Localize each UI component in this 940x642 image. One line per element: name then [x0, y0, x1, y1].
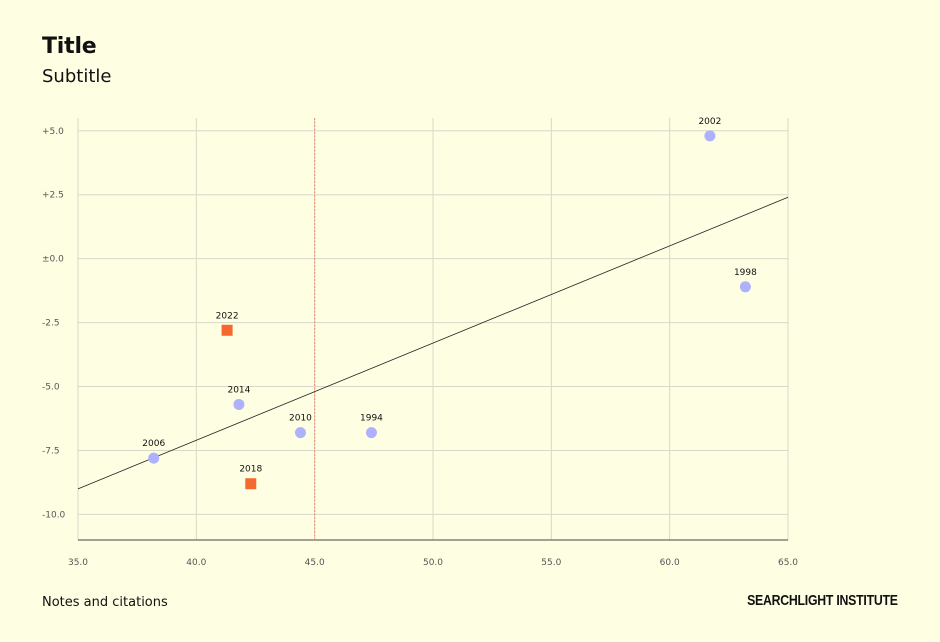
point-label: 1998 [734, 268, 757, 278]
scatter-point [704, 130, 716, 142]
y-tick-label: -10.0 [42, 510, 66, 520]
scatter-point [233, 398, 245, 410]
point-label: 2022 [216, 311, 239, 321]
chart-title: Title [42, 34, 97, 59]
y-tick-label: +5.0 [42, 127, 64, 137]
scatter-point [294, 427, 306, 439]
x-tick-label: 55.0 [541, 558, 561, 568]
x-tick-label: 60.0 [660, 558, 680, 568]
y-tick-label: -7.5 [42, 446, 60, 456]
y-tick-label: +2.5 [42, 191, 64, 201]
scatter-point [365, 427, 377, 439]
x-tick-label: 65.0 [778, 558, 798, 568]
x-tick-label: 40.0 [186, 558, 206, 568]
x-tick-label: 45.0 [305, 558, 325, 568]
x-tick-label: 35.0 [68, 558, 88, 568]
notes-and-citations: Notes and citations [42, 595, 168, 610]
scatter-point [245, 478, 257, 490]
brand-logo: SEARCHLIGHT INSTITUTE [747, 592, 898, 609]
y-tick-label: -5.0 [42, 383, 60, 393]
y-tick-label: ±0.0 [42, 255, 64, 265]
point-label: 1994 [360, 414, 383, 424]
point-label: 2006 [142, 439, 165, 449]
x-tick-label: 50.0 [423, 558, 443, 568]
point-label: 2010 [289, 414, 312, 424]
point-label: 2002 [698, 117, 721, 127]
point-label: 2014 [227, 385, 250, 395]
point-label: 2018 [239, 465, 262, 475]
scatter-point [221, 324, 233, 336]
scatter-point [148, 452, 160, 464]
trend-line [77, 196, 789, 490]
y-tick-label: -2.5 [42, 319, 60, 329]
scatter-point [739, 281, 751, 293]
chart-subtitle: Subtitle [42, 66, 112, 87]
